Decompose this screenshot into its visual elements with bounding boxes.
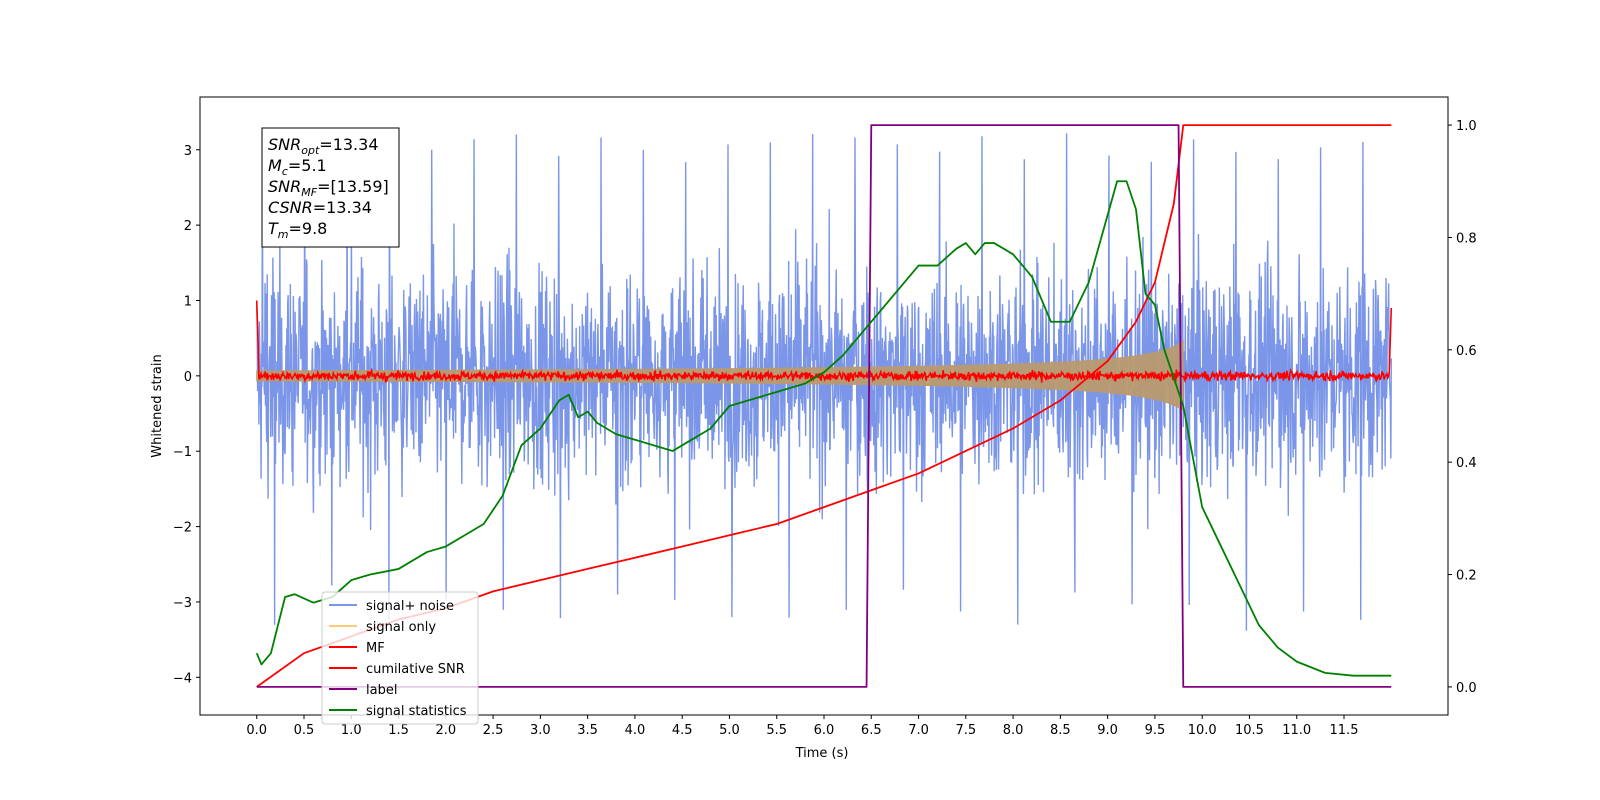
- x-tick-label: 0.5: [294, 723, 315, 738]
- y-left-tick-label: −4: [173, 671, 192, 686]
- y-axis-left-ticks: 3 2 1 0 −1 −2 −3 −4: [173, 144, 200, 686]
- legend: signal+ noise signal only MF cumilative SNR…: [321, 591, 479, 725]
- annotation-frame: [261, 127, 400, 248]
- x-tick-label: 11.5: [1330, 723, 1359, 738]
- annotation-line: SNRopt=13.34: [268, 135, 379, 157]
- series-label-line: [256, 124, 1392, 688]
- y-right-tick-label: 0.4: [1456, 456, 1477, 471]
- series-signal-noise-line: [256, 130, 1392, 631]
- x-tick-label: 5.5: [766, 723, 787, 738]
- legend-frame: [321, 591, 479, 725]
- y-left-tick-label: 3: [184, 144, 192, 159]
- series-mf-line: [255, 300, 1393, 384]
- x-tick-label: 1.0: [341, 723, 362, 738]
- annotation-line: Mc=5.1: [268, 156, 327, 178]
- stats-annotation-box: SNRopt=13.34Mc=5.1SNRMF=[13.59]CSNR=13.3…: [261, 127, 400, 248]
- x-tick-label: 10.0: [1188, 723, 1217, 738]
- x-tick-label: 4.5: [672, 723, 693, 738]
- x-tick-label: 5.0: [719, 723, 740, 738]
- y-axis-right-ticks: 1.0 0.8 0.6 0.4 0.2 0.0: [1448, 119, 1477, 696]
- x-tick-label: 2.5: [483, 723, 504, 738]
- legend-label: signal+ noise: [366, 599, 454, 614]
- x-tick-label: 10.5: [1235, 723, 1264, 738]
- x-tick-label: 3.0: [530, 723, 551, 738]
- y-axis-label: Whitened strain: [150, 354, 165, 457]
- x-tick-label: 8.5: [1050, 723, 1071, 738]
- x-tick-label: 2.0: [435, 723, 456, 738]
- annotation-line: CSNR=13.34: [268, 198, 372, 217]
- y-right-tick-label: 1.0: [1456, 119, 1477, 134]
- x-tick-label: 9.5: [1145, 723, 1166, 738]
- legend-label: label: [366, 683, 397, 698]
- y-left-tick-label: −3: [173, 596, 192, 611]
- series-signal-statistics-line: [255, 180, 1392, 677]
- x-tick-label: 7.0: [908, 723, 929, 738]
- x-axis-ticks: 0.0 0.5 1.0 1.5 2.0 2.5 3.0 3.5 4.0 4.5 5.0 5.5 6.0 6…: [246, 715, 1358, 738]
- x-tick-label: 6.5: [861, 723, 882, 738]
- x-tick-label: 1.5: [388, 723, 409, 738]
- y-left-tick-label: −2: [173, 521, 192, 536]
- y-right-tick-label: 0.6: [1456, 344, 1477, 359]
- annotation-line: Tm=9.8: [268, 219, 327, 241]
- y-left-tick-label: −1: [173, 445, 192, 460]
- y-left-tick-label: 1: [184, 294, 192, 309]
- legend-label: MF: [366, 641, 385, 656]
- legend-label: cumilative SNR: [366, 662, 465, 677]
- x-axis-label: Time (s): [795, 746, 849, 761]
- annotation-line: SNRMF=[13.59]: [268, 177, 389, 199]
- y-right-tick-label: 0.2: [1456, 569, 1477, 584]
- x-tick-label: 9.0: [1097, 723, 1118, 738]
- x-tick-label: 3.5: [577, 723, 598, 738]
- y-right-tick-label: 0.0: [1456, 681, 1477, 696]
- plot-layer: [255, 124, 1393, 688]
- x-tick-label: 6.0: [814, 723, 835, 738]
- x-tick-label: 4.0: [625, 723, 646, 738]
- x-tick-label: 8.0: [1003, 723, 1024, 738]
- y-left-tick-label: 0: [184, 370, 192, 385]
- x-tick-label: 11.0: [1282, 723, 1311, 738]
- y-right-tick-label: 0.8: [1456, 231, 1477, 246]
- x-tick-label: 0.0: [246, 723, 267, 738]
- legend-label: signal statistics: [366, 704, 467, 719]
- y-left-tick-label: 2: [184, 219, 192, 234]
- x-tick-label: 7.5: [955, 723, 976, 738]
- legend-label: signal only: [366, 620, 436, 635]
